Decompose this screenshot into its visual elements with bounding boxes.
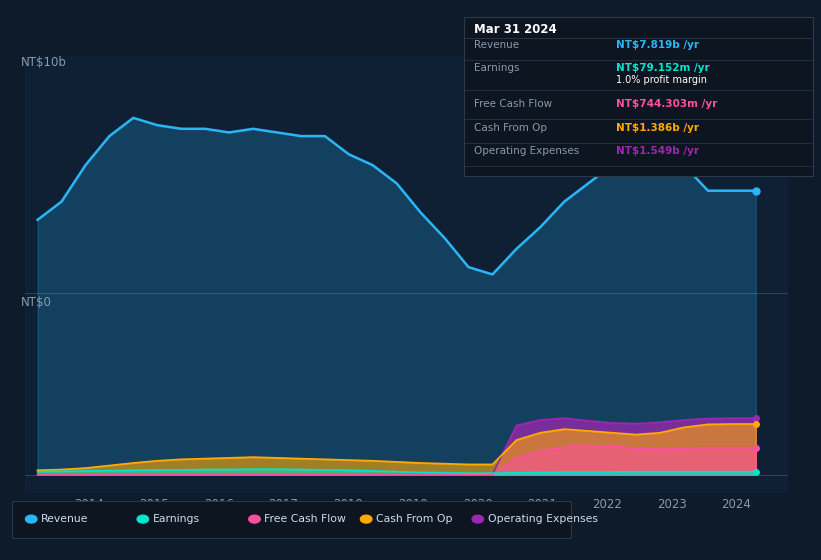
Text: Mar 31 2024: Mar 31 2024 xyxy=(474,22,557,36)
Text: Revenue: Revenue xyxy=(41,514,89,524)
Text: Earnings: Earnings xyxy=(153,514,200,524)
Text: Cash From Op: Cash From Op xyxy=(376,514,452,524)
Text: NT$7.819b /yr: NT$7.819b /yr xyxy=(616,40,699,50)
Text: Free Cash Flow: Free Cash Flow xyxy=(264,514,346,524)
Text: NT$10b: NT$10b xyxy=(21,56,67,69)
Text: NT$0: NT$0 xyxy=(21,296,52,309)
Text: Cash From Op: Cash From Op xyxy=(474,123,547,133)
Text: NT$744.303m /yr: NT$744.303m /yr xyxy=(616,99,717,109)
Text: Earnings: Earnings xyxy=(474,63,519,73)
Text: Revenue: Revenue xyxy=(474,40,519,50)
Text: 1.0% profit margin: 1.0% profit margin xyxy=(616,74,707,85)
Text: Free Cash Flow: Free Cash Flow xyxy=(474,99,552,109)
Text: Operating Expenses: Operating Expenses xyxy=(488,514,598,524)
Text: NT$1.549b /yr: NT$1.549b /yr xyxy=(616,146,699,156)
Text: Operating Expenses: Operating Expenses xyxy=(474,146,579,156)
Text: NT$79.152m /yr: NT$79.152m /yr xyxy=(616,63,709,73)
Text: NT$1.386b /yr: NT$1.386b /yr xyxy=(616,123,699,133)
